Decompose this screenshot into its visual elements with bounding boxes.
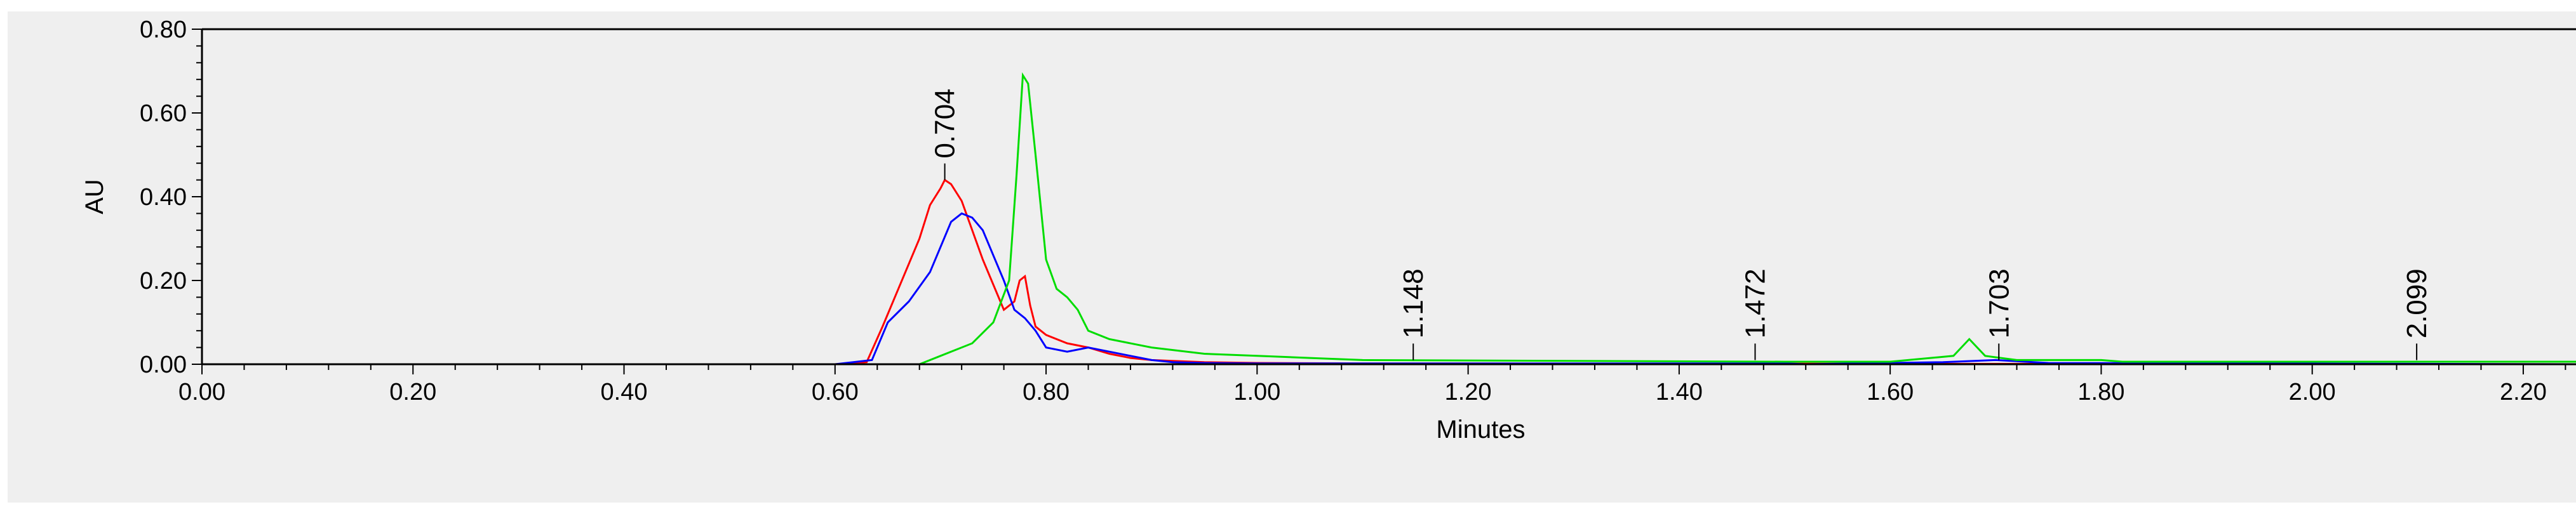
labels-layer: 0.00 0.20 0.40 0.60 0.80 1.00 1.20 1.40 1.60 1.80… [140, 16, 2547, 405]
peak-label: 1.472 [1740, 268, 1771, 338]
peak-label: 2.099 [2401, 268, 2432, 338]
peak-label: 1.148 [1398, 268, 1429, 338]
x-tick-label: 0.00 [178, 379, 225, 405]
y-tick-label: 0.20 [140, 268, 187, 294]
y-tick-label: 0.80 [140, 16, 187, 43]
x-tick-label: 1.60 [1867, 379, 1914, 405]
axes-layer [192, 28, 2576, 374]
y-tick-label: 0.60 [140, 100, 187, 127]
x-axis-title: Minutes [1436, 416, 1525, 444]
x-tick-label: 0.60 [812, 379, 859, 405]
y-tick-label: 0.40 [140, 184, 187, 211]
x-tick-label: 1.20 [1445, 379, 1492, 405]
x-tick-label: 1.40 [1656, 379, 1703, 405]
y-tick-label: 0.00 [140, 352, 187, 378]
peak-label: 0.704 [930, 88, 961, 158]
x-tick-label: 2.20 [2500, 379, 2547, 405]
peak-label: 1.703 [1983, 268, 2015, 338]
x-tick-label: 2.00 [2289, 379, 2336, 405]
series-line-1 [202, 212, 2576, 366]
y-axis-title: AU [81, 179, 109, 214]
series-line-2 [202, 72, 2576, 366]
x-tick-label: 0.80 [1023, 379, 1070, 405]
x-tick-label: 0.40 [601, 379, 648, 405]
x-tick-label: 0.20 [389, 379, 436, 405]
chromatogram-chart: 0.00 0.20 0.40 0.60 0.80 1.00 1.20 1.40 1.60 1.80… [81, 16, 2576, 444]
x-tick-label: 1.80 [2077, 379, 2124, 405]
series-layer [202, 72, 2576, 366]
x-tick-label: 1.00 [1233, 379, 1280, 405]
series-line-0 [202, 178, 2576, 366]
chart-panel: 0.00 0.20 0.40 0.60 0.80 1.00 1.20 1.40 1.60 1.80… [8, 11, 2576, 503]
